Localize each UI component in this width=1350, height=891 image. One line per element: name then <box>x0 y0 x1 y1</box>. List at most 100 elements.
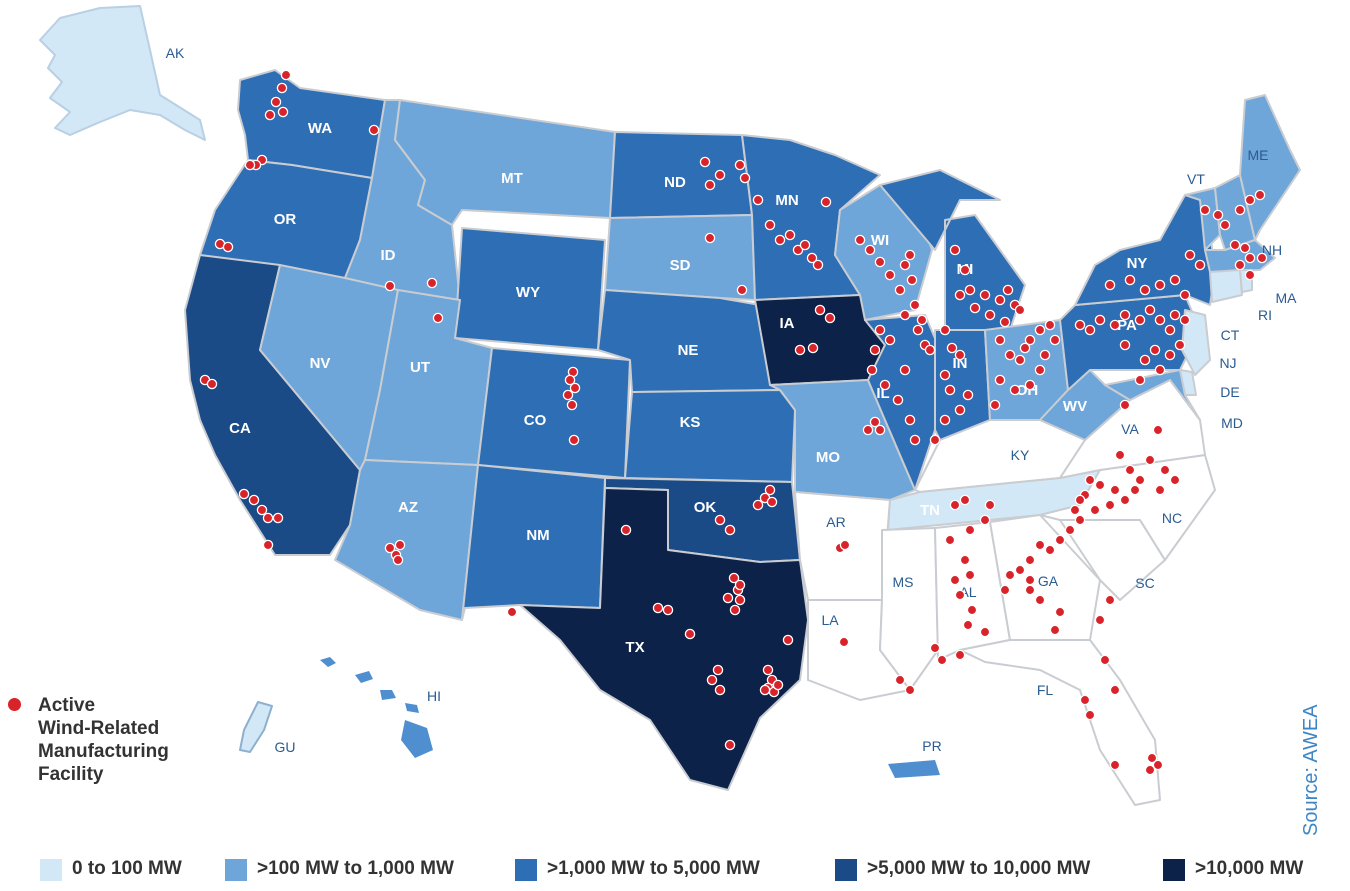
state-label-co: CO <box>524 412 547 429</box>
state-CO[interactable] <box>477 347 631 479</box>
facility-marker <box>969 302 981 314</box>
state-label-in: IN <box>953 355 968 372</box>
facility-marker <box>270 96 282 108</box>
facility-markers <box>199 69 1268 776</box>
state-CT[interactable] <box>1209 269 1243 303</box>
state-label-or: OR <box>274 211 297 228</box>
facility-marker <box>1234 259 1246 271</box>
facility-marker <box>814 304 826 316</box>
state-TX[interactable] <box>519 487 809 791</box>
state-AZ[interactable] <box>334 459 479 621</box>
facility-marker <box>869 416 881 428</box>
facility-marker <box>1074 319 1086 331</box>
facility-marker <box>699 156 711 168</box>
scale-swatch-3 <box>835 859 857 881</box>
facility-marker <box>1074 494 1086 506</box>
state-GU[interactable] <box>239 701 273 753</box>
state-label-va: VA <box>1121 421 1139 437</box>
facility-marker <box>984 499 996 511</box>
facility-marker <box>1184 249 1196 261</box>
facility-marker <box>1244 194 1256 206</box>
facility-marker <box>1134 374 1146 386</box>
facility-marker <box>736 284 748 296</box>
facility-marker <box>799 239 811 251</box>
facility-marker <box>280 69 292 81</box>
facility-marker <box>772 679 784 691</box>
facility-marker <box>1054 534 1066 546</box>
facility-marker <box>1044 319 1056 331</box>
facility-marker <box>1034 594 1046 606</box>
facility-marker <box>766 496 778 508</box>
facility-marker <box>1094 614 1106 626</box>
state-label-ny: NY <box>1127 255 1148 272</box>
facility-marker <box>704 232 716 244</box>
facility-marker <box>739 172 751 184</box>
facility-marker <box>1024 554 1036 566</box>
facility-marker <box>1099 654 1111 666</box>
facility-marker <box>1119 339 1131 351</box>
facility-marker <box>714 684 726 696</box>
facility-marker <box>1034 364 1046 376</box>
state-HI[interactable] <box>320 657 433 758</box>
facility-marker <box>662 604 674 616</box>
facility-marker <box>1154 279 1166 291</box>
facility-marker <box>652 602 664 614</box>
facility-marker <box>929 642 941 654</box>
facility-marker <box>1119 494 1131 506</box>
facility-marker <box>966 604 978 616</box>
facility-marker <box>1244 269 1256 281</box>
state-GA[interactable] <box>989 514 1101 641</box>
facility-marker <box>954 289 966 301</box>
facility-marker <box>792 244 804 256</box>
facility-marker <box>904 414 916 426</box>
state-MD[interactable] <box>1104 369 1201 421</box>
facility-marker <box>222 241 234 253</box>
state-KS[interactable] <box>624 389 796 483</box>
facility-marker <box>277 106 289 118</box>
state-label-gu: GU <box>275 739 296 755</box>
facility-marker <box>256 504 268 516</box>
facility-marker <box>869 344 881 356</box>
facility-marker <box>879 379 891 391</box>
facility-marker <box>432 312 444 324</box>
facility-marker <box>874 424 886 436</box>
state-label-nv: NV <box>310 355 331 372</box>
facility-marker <box>1119 399 1131 411</box>
facility-marker <box>1044 544 1056 556</box>
facility-marker <box>734 594 746 606</box>
state-AK[interactable] <box>39 5 206 141</box>
state-SD[interactable] <box>604 214 756 301</box>
facility-marker <box>939 324 951 336</box>
state-label-ga: GA <box>1038 573 1059 589</box>
facility-marker <box>1152 759 1164 771</box>
facility-marker <box>894 284 906 296</box>
state-VT[interactable] <box>1184 187 1221 251</box>
state-FL[interactable] <box>959 639 1161 806</box>
facility-marker <box>784 229 796 241</box>
facility-marker <box>962 389 974 401</box>
state-PR[interactable] <box>888 760 940 778</box>
facility-marker <box>1154 364 1166 376</box>
state-label-pa: PA <box>1117 317 1137 334</box>
state-ME[interactable] <box>1239 94 1301 241</box>
facility-marker <box>564 374 576 386</box>
state-label-az: AZ <box>398 499 418 516</box>
facility-marker <box>1152 424 1164 436</box>
state-label-ak: AK <box>166 45 185 61</box>
facility-marker <box>949 574 961 586</box>
state-label-ct: CT <box>1221 327 1240 343</box>
facility-marker <box>924 344 936 356</box>
facility-marker <box>959 554 971 566</box>
state-label-wa: WA <box>308 120 332 137</box>
state-MT[interactable] <box>394 99 616 226</box>
facility-marker <box>979 626 991 638</box>
facility-marker <box>238 488 250 500</box>
facility-marker <box>994 294 1006 306</box>
facility-marker <box>752 194 764 206</box>
facility-marker <box>1169 309 1181 321</box>
facility-marker <box>954 589 966 601</box>
facility-marker <box>1164 349 1176 361</box>
state-label-ca: CA <box>229 420 251 437</box>
facility-marker <box>899 364 911 376</box>
